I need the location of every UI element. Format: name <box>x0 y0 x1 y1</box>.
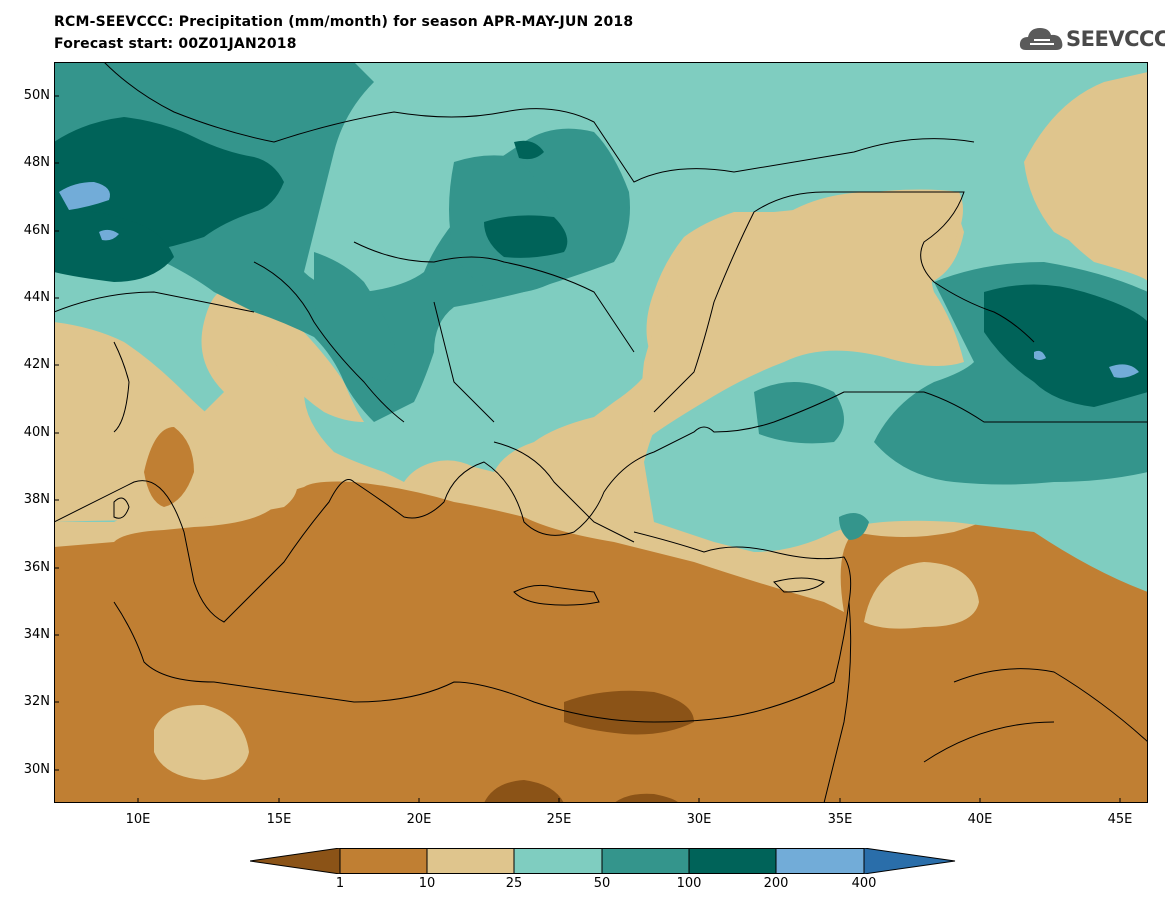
lat-label-48n: 48N <box>23 155 50 170</box>
colorbar-label-25: 25 <box>505 876 523 891</box>
lon-label-40e: 40E <box>967 812 993 827</box>
lat-label-44n: 44N <box>23 290 50 305</box>
lat-label-40n: 40N <box>23 425 50 440</box>
lon-label-35e: 35E <box>827 812 853 827</box>
colorbar-segment-1-10 <box>339 848 428 874</box>
lon-label-25e: 25E <box>546 812 572 827</box>
lat-label-34n: 34N <box>23 627 50 642</box>
colorbar-segment-25-50 <box>513 848 603 874</box>
map-title: RCM-SEEVCCC: Precipitation (mm/month) fo… <box>54 14 634 30</box>
lon-label-10e: 10E <box>125 812 151 827</box>
colorbar-label-200: 200 <box>763 876 789 891</box>
colorbar-label-100: 100 <box>676 876 702 891</box>
colorbar-segment-10-25 <box>426 848 515 874</box>
lat-label-46n: 46N <box>23 223 50 238</box>
colorbar-segment-above-400 <box>863 848 956 874</box>
colorbar-segment-100-200 <box>688 848 777 874</box>
colorbar-segment-50-100 <box>601 848 690 874</box>
lon-label-45e: 45E <box>1107 812 1133 827</box>
colorbar-label-1: 1 <box>335 876 345 891</box>
lat-label-38n: 38N <box>23 492 50 507</box>
precip-band-1-10 <box>564 690 694 735</box>
lon-label-20e: 20E <box>406 812 432 827</box>
logo-text: SEEVCCC <box>1066 27 1165 51</box>
colorbar-segment-200-400 <box>775 848 865 874</box>
lat-label-42n: 42N <box>23 357 50 372</box>
lon-label-30e: 30E <box>686 812 712 827</box>
cloud-icon <box>1019 28 1063 50</box>
forecast-start-label: Forecast start: 00Z01JAN2018 <box>54 36 297 52</box>
lat-label-36n: 36N <box>23 560 50 575</box>
colorbar-label-10: 10 <box>418 876 436 891</box>
colorbar-label-400: 400 <box>851 876 877 891</box>
lon-label-15e: 15E <box>266 812 292 827</box>
precipitation-colorbar <box>250 848 956 874</box>
precipitation-map <box>54 62 1148 803</box>
lat-label-32n: 32N <box>23 694 50 709</box>
colorbar-label-50: 50 <box>593 876 611 891</box>
seevccc-logo: SEEVCCC <box>1018 22 1165 56</box>
colorbar-segment-below-1 <box>250 848 341 874</box>
lat-label-50n: 50N <box>23 88 50 103</box>
lat-label-30n: 30N <box>23 762 50 777</box>
precip-band-400-plus <box>59 182 110 210</box>
